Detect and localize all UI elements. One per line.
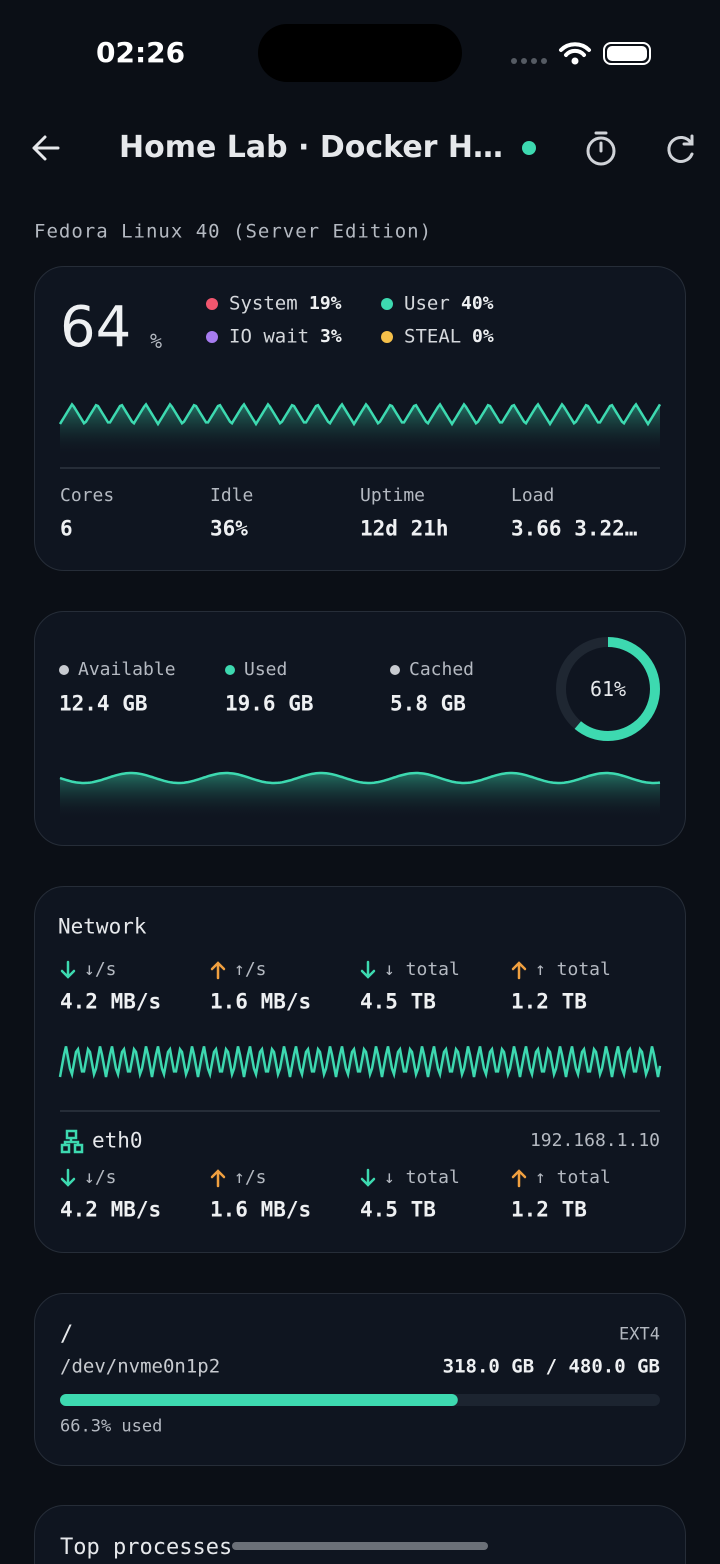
donut-label: 61% [589, 677, 627, 701]
stat-dot [59, 665, 69, 675]
direction-arrow [511, 1169, 527, 1188]
stat-value: 4.5 TB [360, 1197, 436, 1222]
stat-value: 1.2 TB [511, 989, 587, 1014]
ip-address: 192.168.1.10 [529, 1130, 660, 1151]
interface-name: eth0 [92, 1128, 143, 1153]
processes-card [34, 1505, 686, 1564]
stat-value: 19.6 GB [225, 691, 314, 716]
stat-value: 1.6 MB/s [210, 989, 312, 1014]
legend-dot [206, 331, 218, 343]
legend-name: User [404, 292, 450, 315]
legend-dot [206, 298, 218, 310]
stat-label: Cores [60, 485, 115, 506]
legend-name: STEAL [404, 325, 462, 348]
status-dot [522, 141, 536, 155]
stat-label: Used [244, 659, 288, 680]
timer-button[interactable] [586, 131, 616, 166]
disk-usage: 318.0 GB / 480.0 GB [442, 1355, 660, 1378]
stat-label: Available [78, 659, 176, 680]
section-title: Network [58, 914, 147, 939]
subtitle: Fedora Linux 40 (Server Edition) [34, 220, 433, 243]
stat-value: 4.2 MB/s [60, 1197, 162, 1222]
battery-level [607, 46, 647, 61]
signal-icon [511, 58, 547, 64]
stat-label: ↑ total [535, 1167, 611, 1188]
direction-arrow [60, 1168, 76, 1187]
stat-label: ↓ total [384, 1167, 460, 1188]
direction-arrow [60, 960, 76, 979]
stat-value: 4.2 MB/s [60, 989, 162, 1014]
refresh-button[interactable] [667, 134, 694, 163]
donut-arc [556, 637, 660, 741]
section-title: Top processes [60, 1535, 233, 1560]
disk-card [34, 1293, 686, 1466]
back-button[interactable] [32, 135, 60, 161]
direction-arrow [210, 961, 226, 980]
stat-value: 6 [60, 516, 73, 541]
direction-arrow [210, 1169, 226, 1188]
stat-label: Load [511, 485, 555, 506]
wifi-dot [571, 57, 579, 65]
dynamic-island [258, 24, 462, 82]
stat-value: 3.66 3.22… [511, 516, 638, 541]
network-sparkline [58, 1046, 662, 1079]
legend-value: 3% [320, 326, 342, 347]
stat-value: 12d 21h [360, 516, 449, 541]
stat-value: 5.8 GB [390, 691, 466, 716]
stat-dot [390, 665, 400, 675]
stat-label: ↑ total [535, 959, 611, 980]
cpu-sparkline-fill [60, 404, 660, 456]
legend-dot [381, 298, 393, 310]
stat-dot [225, 665, 235, 675]
usage-label: 66.3% used [60, 1416, 163, 1437]
progress-fill [60, 1394, 458, 1406]
stat-label: Uptime [360, 485, 426, 506]
mount-point: / [60, 1322, 74, 1347]
stat-label: ↓/s [84, 1167, 117, 1188]
stat-value: 4.5 TB [360, 989, 436, 1014]
stat-value: 1.6 MB/s [210, 1197, 312, 1222]
network-sparkline-fill [60, 1046, 660, 1082]
network-icon [60, 1129, 84, 1154]
memory-sparkline [59, 771, 661, 785]
direction-arrow [360, 1168, 376, 1187]
stat-label: ↑/s [234, 1167, 267, 1188]
legend-name: System [229, 292, 298, 315]
stat-value: 1.2 TB [511, 1197, 587, 1222]
filesystem: EXT4 [619, 1324, 660, 1345]
legend-value: 19% [309, 293, 342, 314]
stat-value: 36% [210, 516, 248, 541]
direction-arrow [360, 960, 376, 979]
stat-label: ↑/s [234, 959, 267, 980]
page-title: Home Lab · Docker H… [119, 130, 504, 165]
stat-value: 12.4 GB [59, 691, 148, 716]
clock: 02:26 [96, 36, 186, 69]
device: /dev/nvme0n1p2 [60, 1355, 221, 1378]
cpu-usage: 64 [60, 295, 132, 360]
battery [603, 42, 651, 65]
direction-arrow [511, 961, 527, 980]
legend-value: 40% [461, 293, 494, 314]
stat-label: Idle [210, 485, 254, 506]
legend-name: IO wait [229, 325, 310, 348]
legend-dot [381, 331, 393, 343]
cpu-unit: % [150, 329, 163, 353]
legend-value: 0% [472, 326, 494, 347]
stat-label: ↓/s [84, 959, 117, 980]
stat-label: ↓ total [384, 959, 460, 980]
cpu-sparkline [58, 402, 662, 427]
home-indicator [232, 1542, 488, 1550]
wifi-icon [559, 42, 591, 57]
stat-label: Cached [409, 659, 475, 680]
memory-sparkline-fill [60, 773, 660, 820]
